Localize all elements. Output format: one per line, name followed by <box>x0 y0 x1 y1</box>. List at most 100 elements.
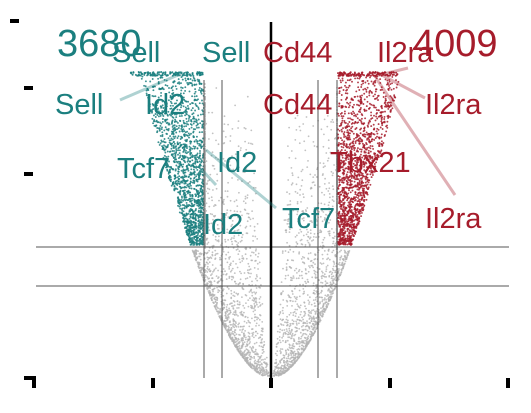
data-point <box>240 147 242 149</box>
data-point <box>194 258 197 261</box>
data-point <box>320 281 322 284</box>
data-point <box>314 320 316 323</box>
data-point <box>226 261 229 264</box>
data-point <box>178 166 181 168</box>
data-point <box>229 333 232 336</box>
data-point <box>226 310 229 313</box>
data-point <box>194 90 197 93</box>
data-point <box>248 342 251 345</box>
data-point <box>325 301 328 304</box>
data-point <box>210 274 212 277</box>
data-point <box>196 142 199 145</box>
data-point <box>340 249 342 252</box>
data-point <box>204 216 206 219</box>
data-point <box>220 196 222 199</box>
data-point <box>278 331 281 333</box>
data-point <box>290 357 292 359</box>
data-point <box>204 111 206 114</box>
data-point <box>241 214 243 217</box>
data-point <box>285 357 288 360</box>
data-point <box>196 156 199 159</box>
data-point <box>185 120 188 123</box>
data-point <box>197 98 199 101</box>
data-point <box>298 336 300 339</box>
data-point <box>197 229 200 232</box>
data-point <box>197 232 200 235</box>
data-point <box>247 319 250 322</box>
data-point <box>204 86 206 89</box>
data-point <box>335 265 337 268</box>
data-point <box>232 333 235 335</box>
data-point <box>287 218 289 221</box>
data-point <box>297 354 300 356</box>
data-point <box>252 365 255 368</box>
data-point <box>237 242 240 244</box>
data-point <box>200 83 203 85</box>
data-point <box>325 152 328 154</box>
y-tick <box>24 86 33 90</box>
data-point <box>305 307 307 310</box>
data-point <box>303 301 306 304</box>
data-point <box>251 280 253 283</box>
data-point <box>196 166 199 169</box>
data-point <box>222 157 225 160</box>
data-point <box>332 240 335 243</box>
data-point <box>228 277 231 279</box>
data-point <box>289 248 292 251</box>
data-point <box>328 275 331 278</box>
data-point <box>338 250 341 253</box>
data-point <box>181 204 184 206</box>
data-point <box>199 188 202 191</box>
data-point <box>291 352 294 355</box>
data-point <box>308 237 311 240</box>
data-point <box>243 127 246 129</box>
data-point <box>211 288 214 291</box>
data-point <box>306 207 309 209</box>
data-point <box>306 166 309 169</box>
data-point <box>208 179 211 182</box>
data-point <box>300 325 303 328</box>
data-point <box>279 318 282 321</box>
data-point <box>224 327 227 330</box>
data-point <box>187 191 190 193</box>
data-point <box>157 121 160 124</box>
data-point <box>180 186 183 189</box>
data-point <box>281 348 284 350</box>
data-point <box>312 317 314 320</box>
data-point <box>200 274 203 276</box>
data-point <box>322 275 325 278</box>
data-point <box>312 299 315 301</box>
data-point <box>276 354 278 357</box>
data-point <box>323 297 326 299</box>
data-point <box>308 311 311 314</box>
data-point <box>190 168 193 171</box>
data-point <box>297 176 300 179</box>
data-point <box>287 362 289 365</box>
data-point <box>204 160 206 163</box>
data-point <box>183 134 186 137</box>
data-point <box>304 322 307 324</box>
x-tick <box>151 378 155 388</box>
data-point <box>187 117 190 120</box>
data-point <box>191 107 194 110</box>
data-point <box>156 127 159 129</box>
data-point <box>334 254 337 257</box>
data-point <box>199 190 202 192</box>
data-point <box>193 92 196 95</box>
data-point <box>223 203 225 206</box>
data-point <box>249 297 251 300</box>
data-point <box>243 171 246 174</box>
data-point <box>286 369 289 372</box>
data-point <box>161 126 163 129</box>
data-point <box>255 325 257 327</box>
data-point <box>237 234 240 237</box>
data-point <box>208 188 211 191</box>
data-point <box>198 267 201 270</box>
data-point <box>287 331 290 334</box>
data-point <box>302 219 305 222</box>
data-point <box>222 288 225 290</box>
data-point <box>298 342 301 345</box>
data-point <box>209 173 212 176</box>
data-point <box>282 306 284 309</box>
data-point <box>214 254 217 257</box>
